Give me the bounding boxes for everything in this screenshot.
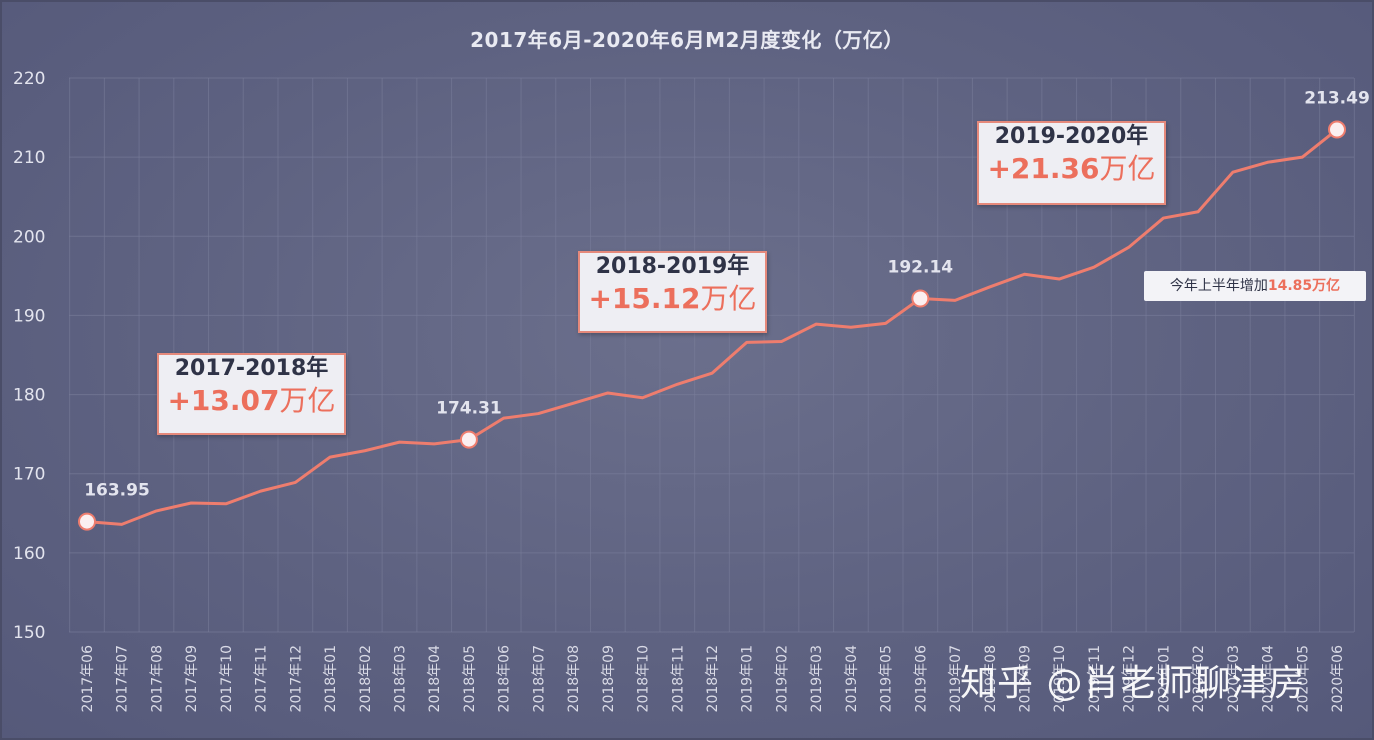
x-tick-label: 2017年09 (184, 645, 200, 712)
x-tick-label: 2019年04 (844, 645, 860, 713)
annotation-increase: +13.07万亿 (167, 383, 336, 417)
x-tick-label: 2019年09 (1018, 645, 1034, 712)
x-tick-label: 2018年09 (601, 645, 617, 712)
annotation-increase: +21.36万亿 (987, 151, 1156, 185)
x-tick-label: 2019年11 (1087, 645, 1103, 712)
x-tick-label: 2018年07 (531, 645, 547, 712)
x-tick-label: 2019年01 (740, 645, 756, 712)
annotation-increase: +15.12万亿 (588, 281, 757, 315)
data-point-label: 174.31 (436, 399, 502, 419)
x-tick-label: 2019年02 (774, 645, 790, 712)
x-tick-label: 2017年12 (288, 645, 304, 712)
data-point-marker (1328, 120, 1346, 139)
x-tick-label: 2017年10 (219, 645, 235, 712)
x-tick-label: 2020年04 (1261, 645, 1277, 713)
x-tick-label: 2017年06 (80, 645, 96, 713)
y-tick-label: 160 (13, 544, 45, 564)
annotation-year-range: 2017-2018年 (174, 356, 329, 381)
y-tick-label: 210 (13, 148, 45, 168)
x-tick-label: 2020年06 (1330, 645, 1346, 713)
data-point-marker (911, 289, 930, 308)
note-text: 今年上半年增加 (1169, 278, 1268, 294)
x-tick-label: 2018年06 (497, 645, 513, 713)
x-tick-label: 2019年06 (913, 645, 929, 713)
y-tick-label: 200 (13, 227, 45, 247)
data-point-label: 213.49 (1304, 89, 1370, 109)
x-tick-label: 2018年11 (670, 645, 686, 712)
x-tick-label: 2018年01 (323, 645, 339, 712)
annotation-2017-2018: 2017-2018年 +13.07万亿 (157, 353, 346, 435)
x-tick-label: 2017年07 (115, 645, 131, 712)
note-value: 14.85万亿 (1267, 278, 1341, 294)
chart-title: 2017年6月-2020年6月M2月度变化（万亿） (470, 28, 904, 52)
y-tick-label: 150 (13, 623, 45, 643)
data-point-marker (78, 512, 96, 531)
data-point-marker (459, 430, 478, 449)
half-year-increase-note: 今年上半年增加14.85万亿 (1144, 271, 1366, 301)
x-tick-label: 2018年02 (358, 645, 374, 712)
annotation-2018-2019: 2018-2019年 +15.12万亿 (578, 251, 767, 333)
x-tick-label: 2018年12 (705, 645, 721, 712)
y-tick-label: 180 (13, 386, 45, 406)
x-tick-label: 2020年02 (1191, 645, 1207, 712)
annotation-2019-2020: 2019-2020年 +21.36万亿 (977, 121, 1166, 205)
x-tick-label: 2019年12 (1122, 645, 1138, 712)
x-tick-label: 2018年03 (393, 645, 409, 712)
x-tick-label: 2017年08 (149, 645, 165, 712)
data-point-label: 163.95 (84, 481, 150, 501)
y-tick-label: 220 (13, 69, 45, 89)
x-tick-label: 2019年05 (879, 645, 895, 712)
y-tick-label: 170 (13, 465, 45, 485)
x-tick-label: 2019年08 (983, 645, 999, 712)
x-tick-label: 2020年01 (1156, 645, 1172, 712)
x-tick-label: 2017年11 (254, 645, 270, 712)
annotation-year-range: 2019-2020年 (994, 124, 1149, 149)
x-tick-label: 2019年03 (809, 645, 825, 712)
x-tick-label: 2019年10 (1052, 645, 1068, 712)
x-tick-label: 2019年07 (948, 645, 964, 712)
x-tick-label: 2018年05 (462, 645, 478, 712)
series-line (86, 128, 1338, 526)
x-tick-label: 2018年08 (566, 645, 582, 712)
data-point-label: 192.14 (888, 257, 954, 277)
x-tick-label: 2020年05 (1295, 645, 1311, 712)
y-tick-label: 190 (13, 306, 45, 326)
annotation-year-range: 2018-2019年 (595, 254, 750, 279)
x-tick-label: 2020年03 (1226, 645, 1242, 712)
x-tick-label: 2018年04 (427, 645, 443, 713)
watermark: 知乎 @肖老师聊津房 (960, 663, 1306, 704)
x-tick-label: 2018年10 (636, 645, 652, 712)
